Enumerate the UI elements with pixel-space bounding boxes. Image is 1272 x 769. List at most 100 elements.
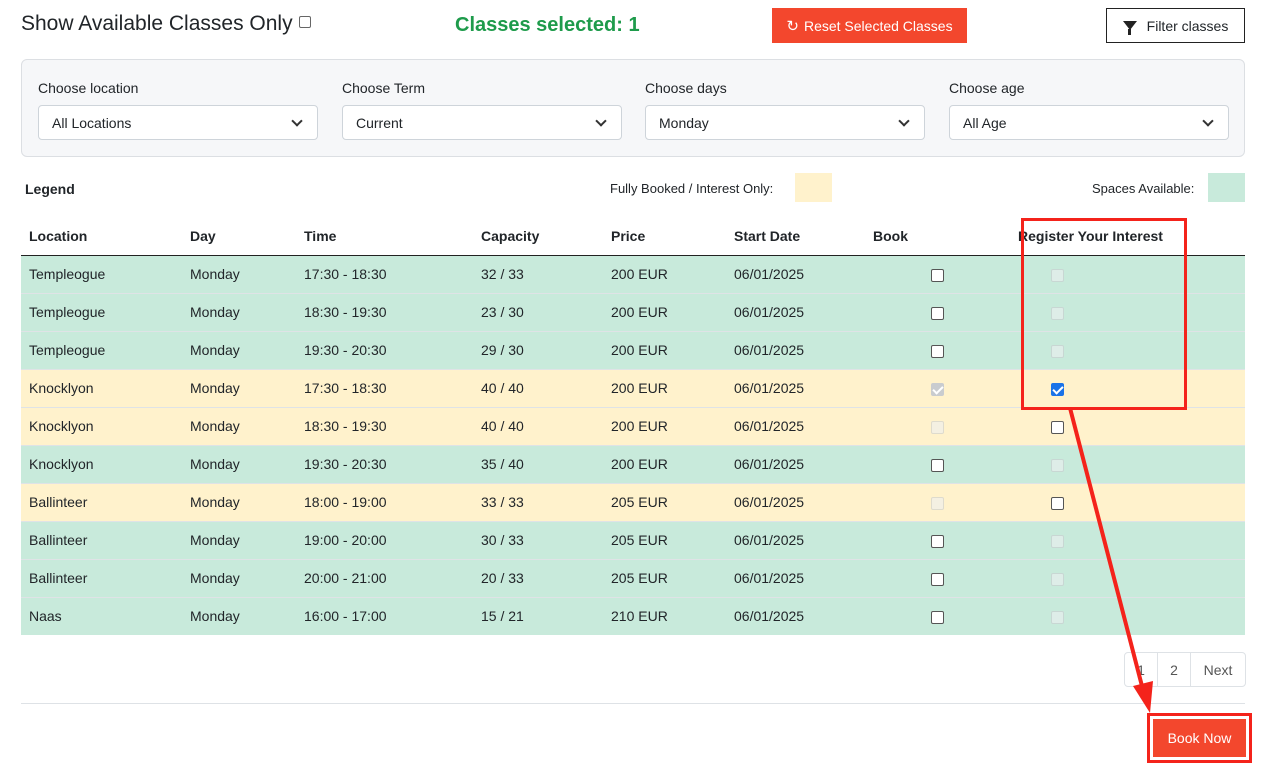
book-checkbox[interactable] [931, 344, 944, 358]
cell-capacity: 33 / 33 [473, 482, 603, 521]
book-checkbox [931, 496, 944, 510]
cell-price: 205 EUR [603, 482, 726, 521]
cell-capacity: 20 / 33 [473, 558, 603, 597]
book-checkbox[interactable] [931, 268, 944, 282]
book-checkbox [931, 420, 944, 434]
cell-location: Templeogue [21, 254, 182, 293]
book-checkbox[interactable] [931, 458, 944, 472]
register-interest-checkbox [1051, 268, 1064, 282]
days-select[interactable]: Monday [645, 105, 925, 140]
cell-price: 205 EUR [603, 520, 726, 559]
location-select[interactable]: All Locations [38, 105, 318, 140]
column-header: Time [296, 218, 473, 256]
book-checkbox[interactable] [931, 611, 944, 625]
table-row: Templeogue Monday 17:30 - 18:30 32 / 33 200 … [21, 254, 1245, 293]
cell-interest [1010, 406, 1245, 445]
cell-interest [1010, 482, 1245, 521]
cell-time: 18:30 - 19:30 [296, 406, 473, 445]
cell-time: 17:30 - 18:30 [296, 254, 473, 293]
cell-location: Templeogue [21, 330, 182, 369]
table-row: Knocklyon Monday 18:30 - 19:30 40 / 40 200 E… [21, 406, 1245, 445]
refresh-icon: ↻ [786, 17, 799, 35]
register-interest-checkbox[interactable] [1051, 496, 1064, 510]
cell-day: Monday [182, 520, 296, 559]
cell-book [865, 444, 1010, 483]
register-interest-checkbox [1051, 572, 1064, 586]
filter-button-label: Filter classes [1146, 17, 1229, 34]
register-interest-checkbox [1051, 611, 1064, 625]
column-header: Capacity [473, 218, 603, 256]
cell-start: 06/01/2025 [726, 444, 865, 483]
cell-location: Knocklyon [21, 406, 182, 445]
legend-available-swatch [1208, 173, 1245, 202]
cell-capacity: 40 / 40 [473, 368, 603, 407]
cell-day: Monday [182, 558, 296, 597]
book-checkbox[interactable] [931, 534, 944, 548]
cell-interest [1010, 292, 1245, 331]
cell-time: 20:00 - 21:00 [296, 558, 473, 597]
term-select[interactable]: Current [342, 105, 622, 140]
legend-booked-label: Fully Booked / Interest Only: [610, 181, 774, 196]
show-available-label: Show Available Classes Only [21, 12, 293, 35]
cell-book [865, 520, 1010, 559]
cell-book [865, 330, 1010, 369]
cell-capacity: 40 / 40 [473, 406, 603, 445]
legend: Legend Fully Booked / Interest Only: Spa… [0, 172, 1272, 204]
cell-interest [1010, 596, 1245, 635]
column-header: Register Your Interest [1010, 218, 1245, 256]
show-available-checkbox[interactable] [298, 16, 311, 28]
table-row: Templeogue Monday 18:30 - 19:30 23 / 30 200 … [21, 292, 1245, 331]
book-checkbox[interactable] [931, 572, 944, 586]
filter-classes-button[interactable]: Filter classes [1106, 8, 1245, 43]
chevron-down-icon [595, 115, 607, 127]
filter-age-label: Choose age [949, 80, 1025, 96]
chevron-down-icon [1202, 115, 1214, 127]
show-available-toggle[interactable]: Show Available Classes Only [21, 12, 311, 36]
table-row: Ballinteer Monday 18:00 - 19:00 33 / 33 205 … [21, 482, 1245, 521]
cell-interest [1010, 520, 1245, 559]
cell-start: 06/01/2025 [726, 254, 865, 293]
page-2-button[interactable]: 2 [1158, 653, 1191, 686]
page-1-button[interactable]: 1 [1125, 653, 1158, 686]
annotation-highlight-book-now [1147, 713, 1252, 763]
filters-panel: Choose location All Locations Choose Ter… [21, 59, 1245, 157]
cell-day: Monday [182, 596, 296, 635]
cell-price: 200 EUR [603, 444, 726, 483]
cell-start: 06/01/2025 [726, 596, 865, 635]
book-checkbox [931, 382, 944, 396]
next-page-button[interactable]: Next [1203, 661, 1233, 678]
cell-interest [1010, 368, 1245, 407]
cell-start: 06/01/2025 [726, 558, 865, 597]
cell-start: 06/01/2025 [726, 292, 865, 331]
reset-selected-classes-button[interactable]: ↻ Reset Selected Classes [772, 8, 967, 43]
cell-price: 205 EUR [603, 558, 726, 597]
book-now-button[interactable]: Book Now [1153, 719, 1246, 757]
book-checkbox[interactable] [931, 306, 944, 320]
table-row: Naas Monday 16:00 - 17:00 15 / 21 210 EUR 06/… [21, 596, 1245, 635]
cell-interest [1010, 558, 1245, 597]
column-header: Day [182, 218, 296, 256]
filter-days: Choose days Monday [645, 80, 925, 140]
register-interest-checkbox[interactable] [1051, 382, 1064, 396]
cell-price: 210 EUR [603, 596, 726, 635]
cell-book [865, 596, 1010, 635]
cell-location: Templeogue [21, 292, 182, 331]
register-interest-checkbox [1051, 534, 1064, 548]
legend-booked-swatch [795, 173, 832, 202]
cell-time: 19:30 - 20:30 [296, 444, 473, 483]
days-select-value: Monday [659, 114, 709, 131]
cell-capacity: 30 / 33 [473, 520, 603, 559]
cell-location: Ballinteer [21, 558, 182, 597]
cell-price: 200 EUR [603, 406, 726, 445]
table-row: Templeogue Monday 19:30 - 20:30 29 / 30 200 … [21, 330, 1245, 369]
cell-capacity: 29 / 30 [473, 330, 603, 369]
cell-book [865, 368, 1010, 407]
cell-time: 19:30 - 20:30 [296, 330, 473, 369]
filter-location-label: Choose location [38, 80, 139, 96]
filter-days-label: Choose days [645, 80, 727, 96]
table-row: Ballinteer Monday 19:00 - 20:00 30 / 33 205 … [21, 520, 1245, 559]
register-interest-checkbox[interactable] [1051, 420, 1064, 434]
filter-term: Choose Term Current [342, 80, 622, 140]
age-select[interactable]: All Age [949, 105, 1229, 140]
cell-interest [1010, 444, 1245, 483]
